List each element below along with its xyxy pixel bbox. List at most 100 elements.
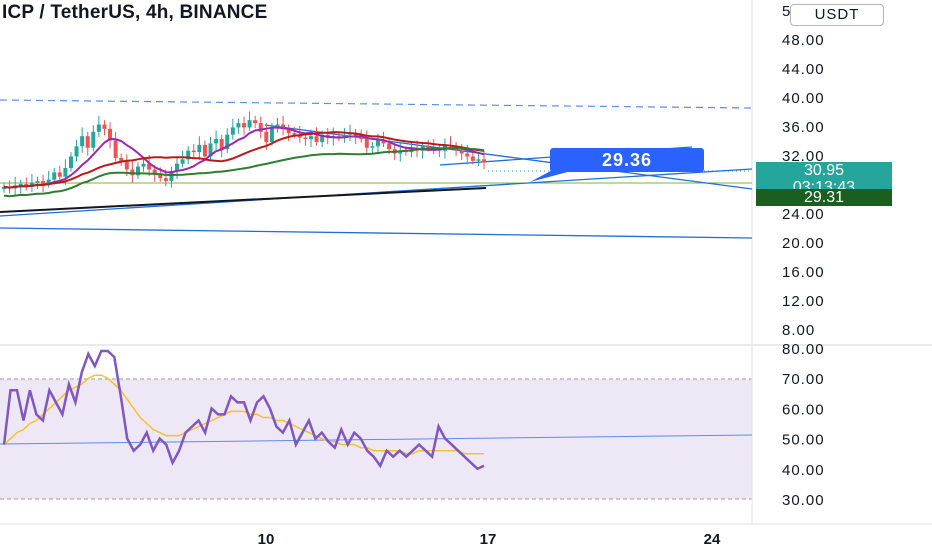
candle-body <box>275 124 280 128</box>
rsi-axis-tick: 70.00 <box>782 371 825 388</box>
rsi-axis-tick: 60.00 <box>782 401 825 418</box>
candle-body <box>303 137 308 140</box>
candle-body <box>197 144 202 153</box>
currency-selector-button[interactable]: USDT <box>790 4 884 26</box>
candle-body <box>191 150 196 153</box>
price-axis-tick: 20.00 <box>782 235 825 252</box>
time-axis-tick: 24 <box>704 531 721 548</box>
candle-body <box>52 172 57 180</box>
candle-body <box>91 131 96 148</box>
candle-body <box>141 163 146 167</box>
price-axis-tick: 32.00 <box>782 148 825 165</box>
price-axis-tick: 48.00 <box>782 32 825 49</box>
candle-body <box>147 163 152 170</box>
candle-body <box>359 136 364 140</box>
price-axis-tick: 24.00 <box>782 206 825 223</box>
time-axis-tick: 10 <box>258 531 275 548</box>
candle-body <box>80 136 85 147</box>
time-axis[interactable]: 10 17 24 <box>258 531 721 548</box>
candle-body <box>225 134 230 150</box>
candle-body <box>364 139 369 148</box>
candle-body <box>135 166 140 176</box>
lower-support-trendline <box>0 227 753 239</box>
candle-body <box>482 159 486 163</box>
candle-body <box>57 172 62 177</box>
resistance-dashed-line <box>0 99 753 109</box>
candle-body <box>219 139 224 150</box>
candle-body <box>353 133 358 137</box>
black-trendline <box>0 187 487 213</box>
candle-body <box>46 179 51 184</box>
candle-body <box>208 143 213 157</box>
rsi-axis-tick: 80.00 <box>782 341 825 358</box>
candle-body <box>35 181 40 183</box>
candle-body <box>308 136 313 140</box>
price-axis-tick: 44.00 <box>782 61 825 78</box>
rsi-axis-tick: 50.00 <box>782 432 825 449</box>
rsi-axis-tick: 40.00 <box>782 462 825 479</box>
candle-body <box>108 128 113 141</box>
candle-body <box>258 123 263 132</box>
candle-body <box>314 136 319 142</box>
time-axis-tick: 17 <box>480 531 497 548</box>
candle-body <box>214 139 219 144</box>
candle-body <box>119 157 124 161</box>
price-axis-tick: 40.00 <box>782 90 825 107</box>
candle-body <box>381 140 386 144</box>
candle-body <box>465 153 470 157</box>
candle-body <box>186 150 191 160</box>
rsi-axis[interactable]: 80.00 70.00 60.00 50.00 40.00 30.00 <box>782 341 825 509</box>
candle-body <box>113 140 118 158</box>
candle-body <box>253 120 258 124</box>
candle-body <box>269 127 274 142</box>
rsi-line <box>2 349 485 471</box>
chart-title: ICP / TetherUS, 4h, BINANCE <box>2 2 268 23</box>
candle-body <box>152 169 157 174</box>
candle-body <box>85 136 90 148</box>
candle-body <box>286 128 291 134</box>
candle-body <box>102 124 107 129</box>
price-axis-tick: 36.00 <box>782 119 825 136</box>
candle-body <box>63 168 68 177</box>
candle-body <box>169 170 174 182</box>
candle-body <box>175 163 180 171</box>
candle-body <box>96 124 101 132</box>
candle-body <box>470 156 475 161</box>
moving-average-purple <box>3 126 485 189</box>
candle-body <box>2 186 6 190</box>
candle-body <box>180 159 185 164</box>
price-axis-tick: 8.00 <box>782 322 815 339</box>
candle-body <box>264 131 269 142</box>
candle-body <box>281 124 286 129</box>
candle-body <box>292 133 297 135</box>
candle-body <box>230 127 235 135</box>
candle-body <box>242 123 246 128</box>
candle-body <box>387 143 392 150</box>
candle-body <box>375 140 380 147</box>
candle-body <box>68 156 73 169</box>
candle-body <box>370 146 375 148</box>
candle-body <box>41 181 46 184</box>
rsi-moving-average-line <box>3 374 484 455</box>
candle-body <box>476 159 481 161</box>
candle-body <box>158 173 163 179</box>
candle-body <box>74 146 79 157</box>
candle-body <box>320 134 325 142</box>
candle-body <box>247 120 252 128</box>
rsi-trendline <box>0 434 753 445</box>
support-price-badge: 29.31 <box>756 189 892 206</box>
price-axis-tick: 16.00 <box>782 264 825 281</box>
callout-price-label[interactable]: 29.36 <box>550 148 704 172</box>
candle-body <box>18 184 23 186</box>
candle-body <box>124 160 129 170</box>
candle-body <box>342 134 347 138</box>
moving-average-red <box>3 131 485 189</box>
moving-average-green <box>3 147 485 198</box>
rsi-axis-tick: 30.00 <box>782 492 825 509</box>
candle-body <box>426 146 431 148</box>
candle-body <box>163 178 168 182</box>
candle-body <box>459 150 464 154</box>
price-axis-tick: 12.00 <box>782 293 825 310</box>
